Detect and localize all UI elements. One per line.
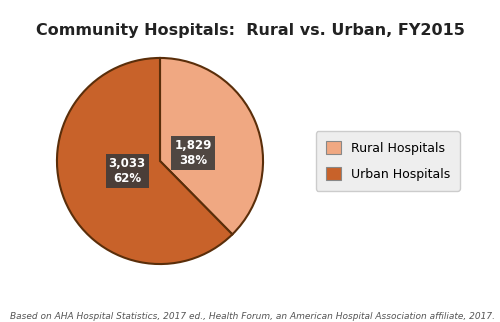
Text: 1,829
38%: 1,829 38% (174, 139, 212, 167)
Legend: Rural Hospitals, Urban Hospitals: Rural Hospitals, Urban Hospitals (316, 131, 460, 191)
Text: Based on AHA Hospital Statistics, 2017 ed., Health Forum, an American Hospital A: Based on AHA Hospital Statistics, 2017 e… (10, 312, 495, 321)
Text: 3,033
62%: 3,033 62% (108, 157, 146, 185)
Wedge shape (160, 58, 263, 234)
Wedge shape (57, 58, 233, 264)
Text: Community Hospitals:  Rural vs. Urban, FY2015: Community Hospitals: Rural vs. Urban, FY… (36, 23, 465, 38)
